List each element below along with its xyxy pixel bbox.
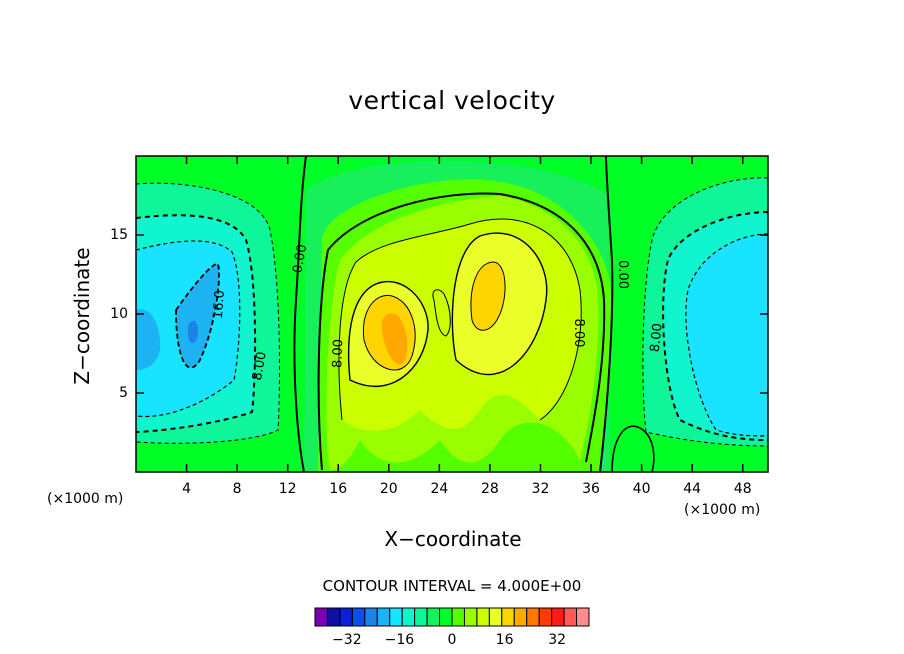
colorbar-label: 0	[447, 632, 457, 648]
contour-line-f	[432, 289, 451, 337]
contour-label: 0.00	[290, 243, 310, 274]
colorbar-swatch	[463, 607, 478, 627]
colorbar-swatch	[451, 607, 465, 627]
downdraft-right-dash-inner	[685, 233, 768, 437]
y-axis-label: Z−coordinate	[70, 247, 94, 385]
zero-contour-left	[293, 156, 307, 472]
y-tick-marks	[136, 234, 768, 394]
colorbar-swatch	[526, 607, 540, 627]
contour-line-g	[611, 425, 655, 472]
contour-label: 8.00	[250, 351, 270, 382]
colorbar-swatch	[314, 607, 328, 627]
y-tick-label: 5	[119, 385, 128, 401]
colorbar-label: 16	[495, 632, 514, 648]
contour-line-d	[362, 294, 416, 371]
contour-line-a	[338, 218, 582, 421]
downdraft-right-dash-outer	[642, 177, 768, 447]
x-unit-left: (×1000 m)	[47, 491, 124, 507]
colorbar-swatch	[376, 607, 391, 627]
x-axis-label: X−coordinate	[384, 527, 522, 551]
downdraft-right-8-12	[685, 234, 768, 436]
colorbar-swatch	[401, 607, 416, 627]
colorbar	[314, 607, 590, 627]
colorbar-swatch	[414, 607, 428, 627]
downdraft-left-dash-inner	[136, 240, 241, 418]
downdraft-left-12-16-b	[176, 263, 220, 368]
x-tick-label: 12	[278, 481, 297, 497]
contour-line-c	[451, 232, 548, 376]
contour-line-b	[347, 280, 429, 387]
x-tick-label: 48	[733, 481, 752, 497]
downdraft-left-dash-core	[175, 263, 220, 369]
x-tick-label: 32	[531, 481, 550, 497]
chart-title: vertical velocity	[348, 86, 556, 115]
downdraft-left-16-20	[188, 320, 198, 344]
contour-label: 8.00	[330, 339, 346, 368]
x-tick-label: 40	[632, 481, 651, 497]
downdraft-left-12-16	[136, 309, 161, 370]
x-tick-label: 20	[379, 481, 398, 497]
contour-interval: CONTOUR INTERVAL = 4.000E+00	[322, 577, 582, 595]
contour-label: 0.00	[615, 260, 630, 289]
x-tick-label: 24	[430, 481, 449, 497]
colorbar-swatch	[576, 607, 590, 627]
colorbar-swatch	[538, 607, 553, 627]
colorbar-swatch	[364, 607, 378, 627]
contour-label: 8.00	[571, 318, 586, 347]
x-unit-right: (×1000 m)	[684, 502, 761, 518]
eight-contour-center	[317, 192, 606, 471]
y-tick-label: 15	[110, 227, 128, 243]
y-tick-label: 10	[110, 306, 128, 322]
colorbar-swatch	[351, 607, 366, 627]
colorbar-swatch	[339, 607, 353, 627]
contour-label: 8.00	[648, 323, 666, 353]
updraft-24-28	[381, 313, 408, 365]
x-tick-label: 28	[480, 481, 499, 497]
updraft-20-24-b	[470, 262, 506, 331]
colorbar-label: −32	[332, 632, 362, 648]
downdraft-left-dash-outer	[136, 182, 281, 444]
contour-labels: 0.00 8.00 8.00 0.00 16.0 8.00 8.00	[211, 243, 666, 382]
x-tick-label: 36	[582, 481, 600, 497]
x-tick-marks	[185, 156, 744, 472]
colorbar-label: −16	[384, 632, 415, 648]
colorbar-swatch	[501, 607, 515, 627]
colorbar-swatch	[389, 607, 403, 627]
contour-fill-layer	[136, 156, 768, 472]
x-tick-label: 8	[232, 481, 242, 497]
downdraft-right-dash-mid	[662, 211, 768, 441]
downdraft-left-dash-mid	[136, 214, 257, 433]
x-tick-label: 4	[182, 481, 192, 497]
colorbar-swatch	[513, 607, 528, 627]
zero-contour-right	[599, 156, 614, 472]
colorbar-swatch	[551, 607, 565, 627]
colorbar-swatch	[326, 607, 341, 627]
colorbar-swatch	[426, 607, 441, 627]
colorbar-swatch	[488, 607, 503, 627]
contour-label: 16.0	[211, 290, 228, 320]
colorbar-label: 32	[548, 632, 567, 648]
colorbar-swatch	[476, 607, 490, 627]
colorbar-swatch	[439, 607, 453, 627]
colorbar-swatch	[563, 607, 578, 627]
x-tick-label: 16	[329, 481, 348, 497]
x-tick-label: 44	[683, 481, 702, 497]
contour-line-layer	[136, 156, 768, 472]
contour-line-e	[470, 261, 506, 331]
